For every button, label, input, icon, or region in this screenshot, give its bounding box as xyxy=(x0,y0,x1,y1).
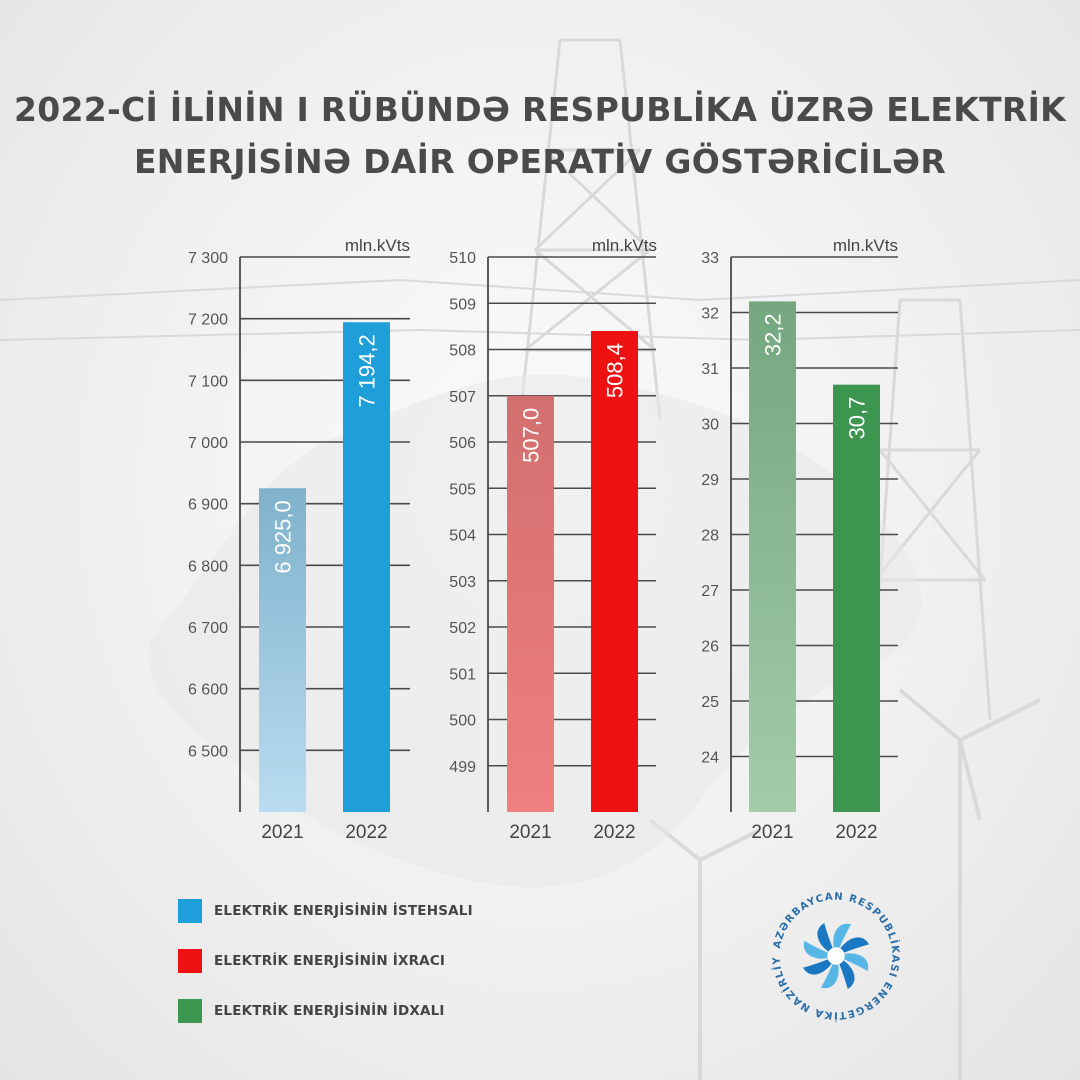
unit-label: mln.kVts xyxy=(833,236,898,255)
logo-core xyxy=(827,947,845,965)
legend-label-import: ELEKTRİK ENERJİSİNİN İDXALI xyxy=(214,1003,445,1019)
x-category-label: 2022 xyxy=(593,822,635,843)
y-tick-label: 26 xyxy=(701,639,719,656)
y-tick-label: 508 xyxy=(449,343,476,360)
y-tick-label: 31 xyxy=(701,361,719,378)
legend-swatch-export xyxy=(178,949,202,973)
y-tick-label: 29 xyxy=(701,472,719,489)
y-tick-label: 28 xyxy=(701,528,719,545)
y-tick-label: 507 xyxy=(449,389,476,406)
y-tick-label: 6 500 xyxy=(188,743,228,760)
logo-petal xyxy=(836,937,870,956)
bar-import-2021 xyxy=(749,301,796,812)
y-tick-label: 504 xyxy=(449,528,476,545)
y-tick-label: 7 100 xyxy=(188,373,228,390)
y-tick-label: 506 xyxy=(449,435,476,452)
unit-label: mln.kVts xyxy=(345,236,410,255)
y-tick-label: 6 900 xyxy=(188,497,228,514)
y-tick-label: 24 xyxy=(701,750,719,767)
y-tick-label: 501 xyxy=(449,666,476,683)
x-category-label: 2022 xyxy=(345,822,387,843)
y-tick-label: 32 xyxy=(701,306,719,323)
title-line-2: ENERJİSİNƏ DAİR OPERATİV GÖSTƏRİCİLƏR xyxy=(133,142,947,181)
chart-import: 24 25 26 27 28 29 30 31 32 33 mln.kVts 32,2 2021 30,7… xyxy=(701,236,898,843)
bar-value-label: 507,0 xyxy=(519,408,544,463)
x-category-label: 2022 xyxy=(835,822,877,843)
page-title: 2022-Cİ İLİNİN I RÜBÜNDƏ RESPUBLİKA ÜZRƏ… xyxy=(0,84,1080,188)
legend-item-export: ELEKTRİK ENERJİSİNİN İXRACI xyxy=(178,946,473,976)
y-tick-label: 7 000 xyxy=(188,435,228,452)
bar-import-2022 xyxy=(833,384,880,812)
bar-production-2022 xyxy=(343,322,390,812)
y-tick-label: 7 300 xyxy=(188,250,228,267)
y-tick-label: 500 xyxy=(449,713,476,730)
legend-item-import: ELEKTRİK ENERJİSİNİN İDXALI xyxy=(178,996,473,1026)
y-tick-label: 6 600 xyxy=(188,682,228,699)
y-tick-label: 509 xyxy=(449,296,476,313)
bar-value-label: 30,7 xyxy=(845,397,870,440)
y-tick-label: 510 xyxy=(449,250,476,267)
y-tick-label: 502 xyxy=(449,620,476,637)
legend-swatch-production xyxy=(178,899,202,923)
logo-petal xyxy=(817,922,836,956)
y-tick-label: 503 xyxy=(449,574,476,591)
y-tick-label: 505 xyxy=(449,481,476,498)
y-tick-label: 25 xyxy=(701,694,719,711)
legend-label-production: ELEKTRİK ENERJİSİNİN İSTEHSALI xyxy=(214,903,473,919)
y-tick-label: 33 xyxy=(701,250,719,267)
ministry-logo: AZƏRBAYCAN RESPUBLİKASI ENERGETİKA NAZİR… xyxy=(768,888,901,1023)
bar-value-label: 6 925,0 xyxy=(271,500,296,573)
chart-export: 499 500 501 502 503 504 505 506 507 508 509 510 mln.… xyxy=(449,236,657,843)
chart-production: 6 500 6 600 6 700 6 800 6 900 7 000 7 100 7 200… xyxy=(188,236,410,843)
bar-production-2021 xyxy=(259,488,306,812)
legend: ELEKTRİK ENERJİSİNİN İSTEHSALI ELEKTRİK … xyxy=(178,896,473,1046)
bar-value-label: 508,4 xyxy=(603,343,628,398)
y-tick-label: 27 xyxy=(701,583,719,600)
bar-export-2022 xyxy=(591,331,638,812)
y-tick-label: 30 xyxy=(701,417,719,434)
bar-export-2021 xyxy=(507,395,554,812)
legend-label-export: ELEKTRİK ENERJİSİNİN İXRACI xyxy=(214,953,446,969)
legend-swatch-import xyxy=(178,999,202,1023)
logo-petal xyxy=(836,956,855,990)
legend-item-production: ELEKTRİK ENERJİSİNİN İSTEHSALI xyxy=(178,896,473,926)
logo-emblem-icon xyxy=(802,922,870,990)
x-category-label: 2021 xyxy=(509,822,551,843)
logo-petal xyxy=(802,956,836,975)
y-tick-label: 499 xyxy=(449,759,476,776)
x-category-label: 2021 xyxy=(261,822,303,843)
bar-value-label: 7 194,2 xyxy=(355,334,380,407)
y-tick-label: 7 200 xyxy=(188,312,228,329)
y-tick-label: 6 800 xyxy=(188,558,228,575)
bar-value-label: 32,2 xyxy=(761,313,786,356)
y-tick-label: 6 700 xyxy=(188,620,228,637)
title-line-1: 2022-Cİ İLİNİN I RÜBÜNDƏ RESPUBLİKA ÜZRƏ… xyxy=(13,90,1067,129)
unit-label: mln.kVts xyxy=(592,236,657,255)
x-category-label: 2021 xyxy=(751,822,793,843)
